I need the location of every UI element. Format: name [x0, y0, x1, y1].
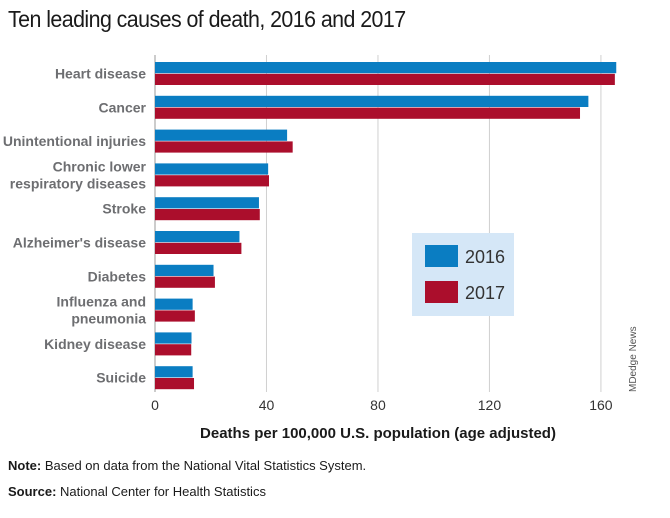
bar-2017	[155, 141, 293, 153]
bar-2016	[155, 298, 193, 310]
note-text: Based on data from the National Vital St…	[41, 458, 367, 473]
category-labels: Heart disease Cancer Unintentional injurie…	[3, 66, 147, 386]
footnote-source: Source: National Center for Health Stati…	[8, 484, 266, 499]
bar-2016	[155, 366, 193, 378]
x-tick-label: 160	[589, 397, 613, 413]
x-tick-label: 120	[478, 397, 502, 413]
bar-2016	[155, 197, 259, 209]
legend: 2016 2017	[412, 233, 514, 316]
x-tick-label: 80	[370, 397, 386, 413]
category-label: Kidney disease	[44, 336, 146, 352]
bar-2017	[155, 378, 195, 390]
note-label: Note:	[8, 458, 42, 473]
category-label: Diabetes	[88, 268, 147, 284]
category-label: Influenza and pneumonia	[57, 294, 147, 327]
legend-label-2017: 2017	[465, 283, 505, 303]
category-label: Stroke	[102, 201, 146, 217]
x-tick-label: 40	[259, 397, 275, 413]
bars	[155, 62, 617, 390]
legend-label-2016: 2016	[465, 247, 505, 267]
x-axis-title: Deaths per 100,000 U.S. population (age …	[200, 425, 556, 442]
bar-2016	[155, 231, 240, 243]
bar-2016	[155, 95, 589, 107]
legend-swatch-2017	[425, 281, 458, 303]
bar-2016	[155, 129, 288, 141]
bar-2017	[155, 344, 192, 356]
chart-title: Ten leading causes of death, 2016 and 20…	[8, 6, 406, 32]
credit-text: MDedge News	[628, 326, 639, 392]
source-text: National Center for Health Statistics	[56, 484, 266, 499]
bar-2017	[155, 242, 242, 254]
bar-2017	[155, 310, 195, 322]
bar-2016	[155, 62, 617, 74]
bar-2016	[155, 264, 214, 276]
category-label: Alzheimer's disease	[13, 235, 147, 251]
footnote-note: Note: Based on data from the National Vi…	[8, 458, 366, 473]
category-label: Cancer	[99, 99, 147, 115]
legend-swatch-2016	[425, 245, 458, 267]
bar-2017	[155, 73, 615, 85]
bar-2017	[155, 209, 260, 221]
category-label: Unintentional injuries	[3, 133, 146, 149]
bar-2016	[155, 163, 269, 175]
bar-2016	[155, 332, 192, 344]
category-label: Suicide	[96, 370, 146, 386]
x-tick-labels: 0 40 80 120 160	[151, 397, 613, 413]
x-tick-label: 0	[151, 397, 159, 413]
bar-2017	[155, 107, 581, 119]
source-label: Source:	[8, 484, 57, 499]
bar-2017	[155, 175, 269, 187]
bar-2017	[155, 276, 215, 288]
category-label: Chronic lower respiratory diseases	[10, 158, 147, 191]
category-label: Heart disease	[55, 66, 146, 82]
